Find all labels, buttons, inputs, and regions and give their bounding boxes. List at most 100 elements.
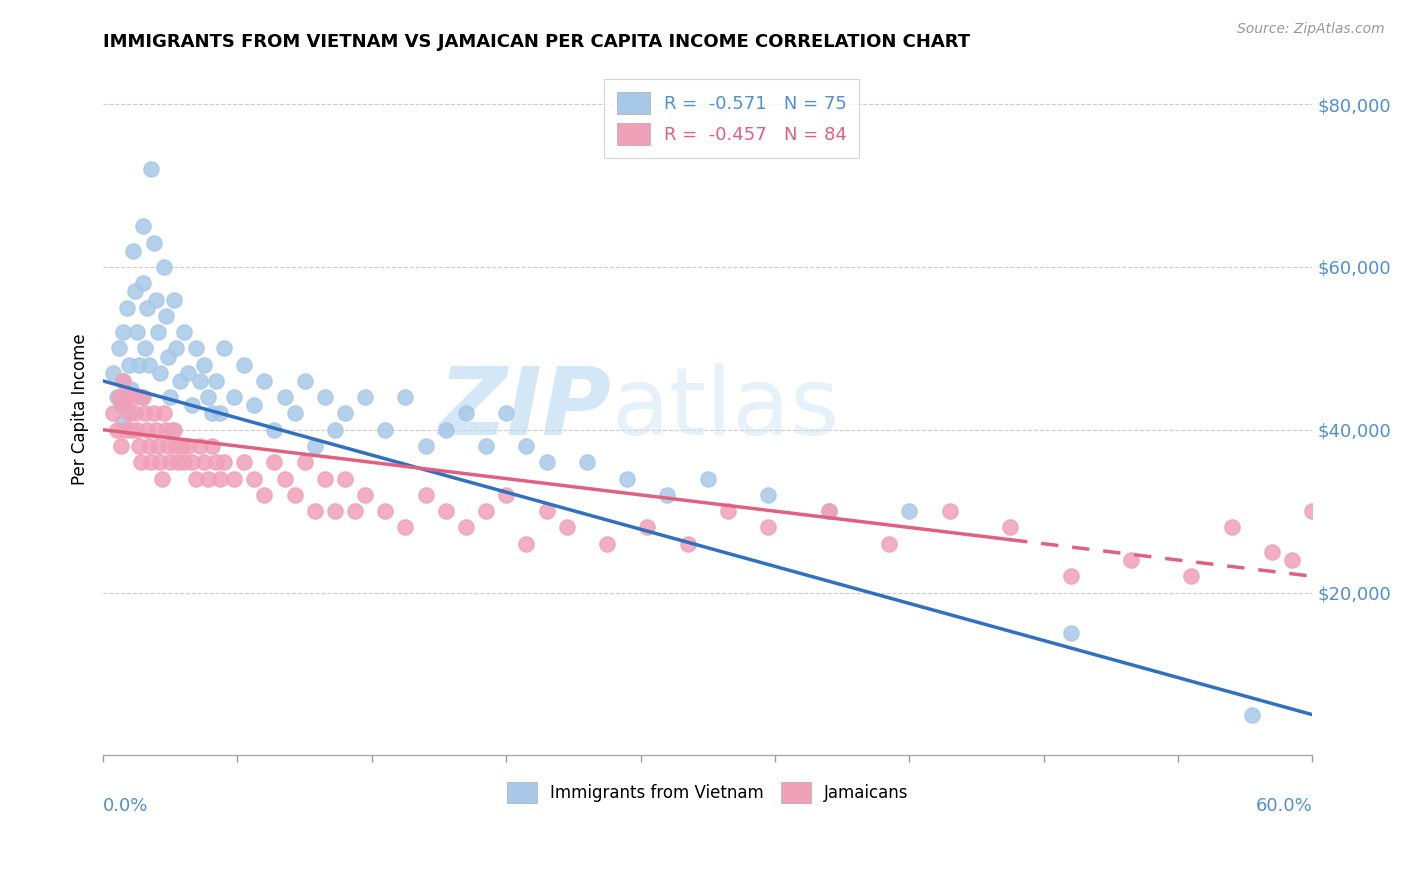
Point [394, 520, 416, 534]
Point [180, 455, 202, 469]
Text: atlas: atlas [612, 363, 839, 456]
Point [333, 472, 356, 486]
Point [284, 407, 307, 421]
Point [156, 350, 179, 364]
Text: 0.0%: 0.0% [103, 797, 149, 815]
Point [103, 366, 125, 380]
Text: Source: ZipAtlas.com: Source: ZipAtlas.com [1237, 22, 1385, 37]
Point [152, 260, 174, 274]
Point [132, 219, 155, 234]
Point [120, 382, 142, 396]
Text: IMMIGRANTS FROM VIETNAM VS JAMAICAN PER CAPITA INCOME CORRELATION CHART: IMMIGRANTS FROM VIETNAM VS JAMAICAN PER … [103, 33, 970, 51]
Point [122, 244, 145, 258]
Point [263, 423, 285, 437]
Point [294, 374, 316, 388]
Point [898, 504, 921, 518]
Point [108, 342, 131, 356]
Point [354, 390, 377, 404]
Point [475, 439, 498, 453]
Point [134, 407, 156, 421]
Point [208, 407, 231, 421]
Point [294, 455, 316, 469]
Point [657, 488, 679, 502]
Point [180, 398, 202, 412]
Point [515, 537, 537, 551]
Point [165, 342, 187, 356]
Legend: Immigrants from Vietnam, Jamaicans: Immigrants from Vietnam, Jamaicans [501, 776, 915, 809]
Point [1180, 569, 1202, 583]
Point [166, 455, 188, 469]
Point [333, 407, 356, 421]
Point [193, 455, 215, 469]
Point [105, 423, 128, 437]
Point [150, 472, 173, 486]
Point [193, 358, 215, 372]
Point [354, 488, 377, 502]
Point [163, 423, 186, 437]
Point [253, 488, 276, 502]
Point [112, 374, 135, 388]
Point [224, 390, 246, 404]
Point [515, 439, 537, 453]
Point [112, 325, 135, 339]
Point [575, 455, 598, 469]
Point [146, 439, 169, 453]
Point [253, 374, 276, 388]
Point [273, 390, 295, 404]
Point [817, 504, 839, 518]
Point [536, 455, 558, 469]
Point [1261, 545, 1284, 559]
Point [344, 504, 367, 518]
Point [136, 301, 159, 315]
Point [132, 277, 155, 291]
Point [938, 504, 960, 518]
Point [134, 342, 156, 356]
Point [304, 439, 326, 453]
Point [475, 504, 498, 518]
Point [596, 537, 619, 551]
Point [197, 472, 219, 486]
Point [120, 423, 142, 437]
Point [817, 504, 839, 518]
Point [243, 398, 266, 412]
Point [188, 374, 211, 388]
Point [117, 390, 139, 404]
Point [173, 455, 195, 469]
Point [124, 407, 146, 421]
Point [141, 162, 163, 177]
Point [112, 374, 135, 388]
Point [128, 358, 150, 372]
Point [1240, 707, 1263, 722]
Point [148, 455, 170, 469]
Point [233, 455, 256, 469]
Point [112, 398, 135, 412]
Point [998, 520, 1021, 534]
Point [756, 520, 779, 534]
Point [138, 358, 160, 372]
Point [696, 472, 718, 486]
Point [243, 472, 266, 486]
Point [103, 407, 125, 421]
Point [128, 439, 150, 453]
Point [233, 358, 256, 372]
Point [212, 455, 235, 469]
Point [177, 439, 200, 453]
Point [131, 390, 153, 404]
Point [374, 504, 396, 518]
Point [205, 455, 228, 469]
Point [165, 439, 187, 453]
Point [159, 455, 181, 469]
Point [170, 439, 193, 453]
Point [124, 285, 146, 299]
Point [155, 309, 177, 323]
Point [118, 358, 141, 372]
Point [117, 301, 139, 315]
Point [201, 439, 224, 453]
Point [415, 488, 437, 502]
Point [323, 504, 346, 518]
Point [555, 520, 578, 534]
Point [108, 390, 131, 404]
Point [454, 407, 477, 421]
Point [184, 342, 207, 356]
Point [184, 472, 207, 486]
